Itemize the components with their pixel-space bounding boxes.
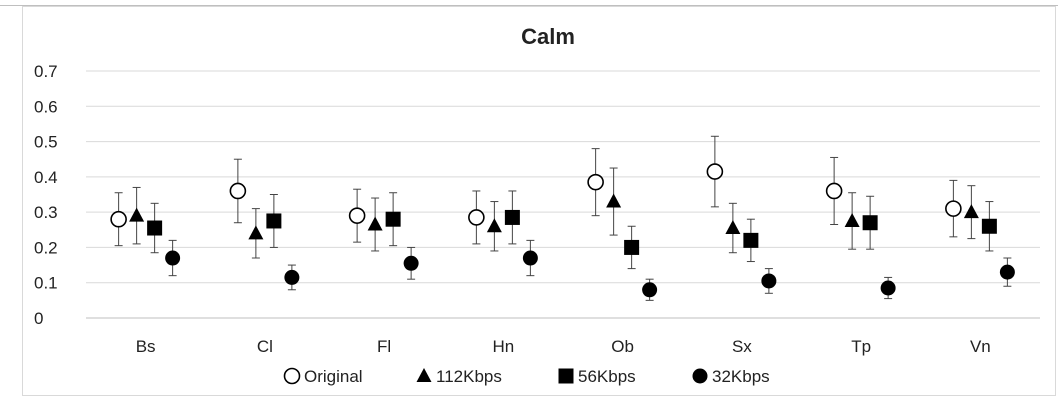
- data-point: [725, 220, 741, 235]
- y-tick-label: 0.4: [34, 168, 58, 187]
- data-point: [522, 250, 538, 266]
- data-point: [248, 225, 264, 240]
- legend-label: 32Kbps: [712, 367, 770, 386]
- x-category-label: Cl: [257, 337, 273, 356]
- data-point: [229, 182, 247, 200]
- data-point: [266, 213, 282, 229]
- legend-marker: [283, 367, 301, 385]
- legend-marker: [558, 368, 574, 384]
- data-point: [385, 211, 401, 227]
- x-category-label: Hn: [493, 337, 515, 356]
- chart-title: Calm: [521, 24, 575, 49]
- x-category-label: Bs: [136, 337, 156, 356]
- legend-label: 112Kbps: [436, 367, 502, 386]
- data-point: [403, 255, 419, 271]
- data-point: [348, 207, 366, 224]
- data-point: [981, 218, 997, 234]
- data-point: [468, 209, 485, 226]
- data-point: [642, 282, 658, 298]
- x-category-label: Vn: [970, 337, 991, 356]
- data-point: [606, 193, 622, 208]
- legend-marker: [416, 368, 432, 382]
- y-tick-label: 0.2: [34, 238, 58, 257]
- y-tick-label: 0.3: [34, 203, 58, 222]
- data-point: [165, 250, 181, 266]
- y-tick-label: 0: [34, 309, 43, 328]
- y-tick-label: 0.6: [34, 97, 58, 116]
- data-point: [862, 215, 878, 231]
- y-tick-label: 0.7: [34, 62, 58, 81]
- data-point: [587, 173, 604, 191]
- legend-marker: [692, 368, 708, 384]
- y-tick-label: 0.1: [34, 274, 58, 293]
- data-point: [743, 232, 759, 248]
- data-point: [963, 204, 979, 219]
- data-point: [945, 200, 962, 217]
- data-point: [999, 264, 1015, 280]
- x-category-label: Fl: [377, 337, 391, 356]
- y-tick-label: 0.5: [34, 133, 58, 152]
- data-point: [624, 239, 640, 255]
- data-point: [110, 210, 127, 228]
- data-point: [706, 163, 724, 180]
- x-category-label: Tp: [851, 337, 871, 356]
- data-point: [761, 273, 777, 289]
- data-point: [367, 216, 383, 231]
- data-point: [147, 220, 163, 236]
- data-point: [129, 207, 145, 222]
- x-category-label: Sx: [732, 337, 752, 356]
- data-point: [844, 212, 860, 227]
- data-point: [880, 280, 896, 296]
- top-border: [0, 0, 1058, 6]
- x-category-label: Ob: [611, 337, 634, 356]
- data-point: [284, 269, 300, 285]
- legend-label: 56Kbps: [578, 367, 636, 386]
- data-point: [486, 218, 502, 233]
- data-point: [504, 209, 520, 225]
- data-point: [825, 182, 843, 200]
- legend-label: Original: [304, 367, 363, 386]
